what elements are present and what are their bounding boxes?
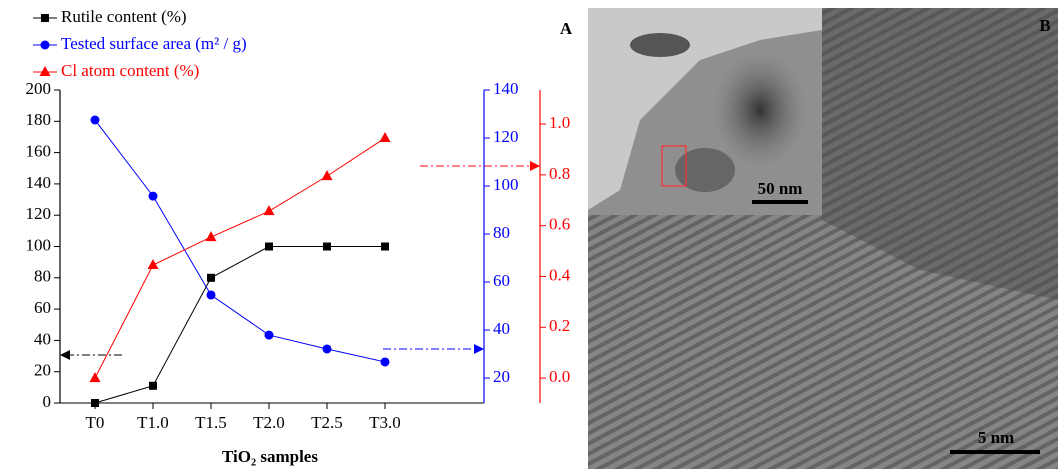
- y-tick-label: 40: [493, 319, 510, 338]
- marker: [264, 205, 275, 215]
- legend-label: Cl atom content (%): [61, 61, 199, 80]
- plot: 0 20 40 60 80 100 120 140 160 180 200 20 40 60 80 100 12…: [26, 7, 571, 432]
- y-tick-label: 180: [26, 110, 52, 129]
- marker: [206, 231, 217, 241]
- arrow-head: [60, 350, 70, 360]
- y-tick-label: 20: [493, 367, 510, 386]
- marker: [323, 243, 331, 251]
- y-tick-label: 140: [26, 173, 52, 192]
- scale-bar: [950, 450, 1040, 454]
- marker: [149, 192, 158, 201]
- marker: [91, 399, 99, 407]
- x-axis-title: TiO₂ samples: [222, 447, 318, 466]
- inset-rod: [630, 33, 690, 57]
- panel-label: B: [1039, 16, 1050, 35]
- series-line: [95, 138, 385, 378]
- scale-bar: [752, 200, 808, 204]
- y-tick-label: 200: [26, 79, 52, 98]
- y-tick-label: 120: [493, 127, 519, 146]
- marker: [381, 357, 390, 366]
- marker: [265, 331, 274, 340]
- marker: [323, 344, 332, 353]
- marker: [90, 372, 101, 382]
- y-tick-label: 40: [34, 329, 51, 348]
- x-tick-label: T1.0: [137, 413, 169, 432]
- axis-arrows: [60, 161, 540, 360]
- scale-bar-label: 5 nm: [978, 428, 1014, 447]
- y-tick-label: 80: [493, 223, 510, 242]
- inset-cluster: [715, 55, 805, 165]
- x-tick-label: T2.5: [311, 413, 343, 432]
- marker: [91, 116, 100, 125]
- y-tick-label: 60: [34, 298, 51, 317]
- y-tick-label: 100: [26, 235, 52, 254]
- x-tick-label: T2.0: [253, 413, 285, 432]
- x-tick-label: T0: [86, 413, 105, 432]
- y-tick-label: 0.2: [549, 316, 570, 335]
- inset-rod: [675, 148, 735, 192]
- scale-bar-label: 50 nm: [758, 179, 803, 198]
- y-tick-label: 80: [34, 267, 51, 286]
- series-line: [95, 120, 385, 362]
- x-tick-label: T1.5: [195, 413, 227, 432]
- legend-marker: [41, 14, 49, 22]
- marker: [207, 274, 215, 282]
- y-tick-label: 60: [493, 271, 510, 290]
- x-tick-label: T3.0: [369, 413, 401, 432]
- y-tick-label: 120: [26, 204, 52, 223]
- panel-label: A: [560, 19, 573, 38]
- marker: [149, 382, 157, 390]
- legend-label: Rutile content (%): [61, 7, 187, 26]
- y-tick-label: 0: [43, 392, 52, 411]
- marker: [380, 132, 391, 142]
- tem-image: 50 nm 5 nm B: [588, 8, 1058, 469]
- y-tick-label: 0.8: [549, 164, 570, 183]
- marker: [148, 259, 159, 269]
- marker: [265, 243, 273, 251]
- legend-label: Tested surface area (m² / g): [61, 34, 247, 53]
- marker: [322, 170, 333, 180]
- arrow-head: [530, 161, 540, 171]
- y-tick-label: 0.0: [549, 367, 570, 386]
- y-tick-label: 160: [26, 142, 52, 161]
- y-tick-label: 1.0: [549, 113, 570, 132]
- legend-marker: [41, 41, 50, 50]
- series-line: [95, 247, 385, 404]
- marker: [381, 243, 389, 251]
- y-tick-label: 100: [493, 175, 519, 194]
- y-tick-label: 0.4: [549, 265, 571, 284]
- y-tick-label: 140: [493, 79, 519, 98]
- figure: 50 nm 5 nm B A TiO₂ samples 0 20 40 60 80 100…: [0, 0, 1058, 469]
- y-tick-label: 0.6: [549, 215, 570, 234]
- arrow-head: [474, 344, 484, 354]
- legend-marker: [40, 66, 51, 76]
- marker: [207, 290, 216, 299]
- y-tick-label: 20: [34, 361, 51, 380]
